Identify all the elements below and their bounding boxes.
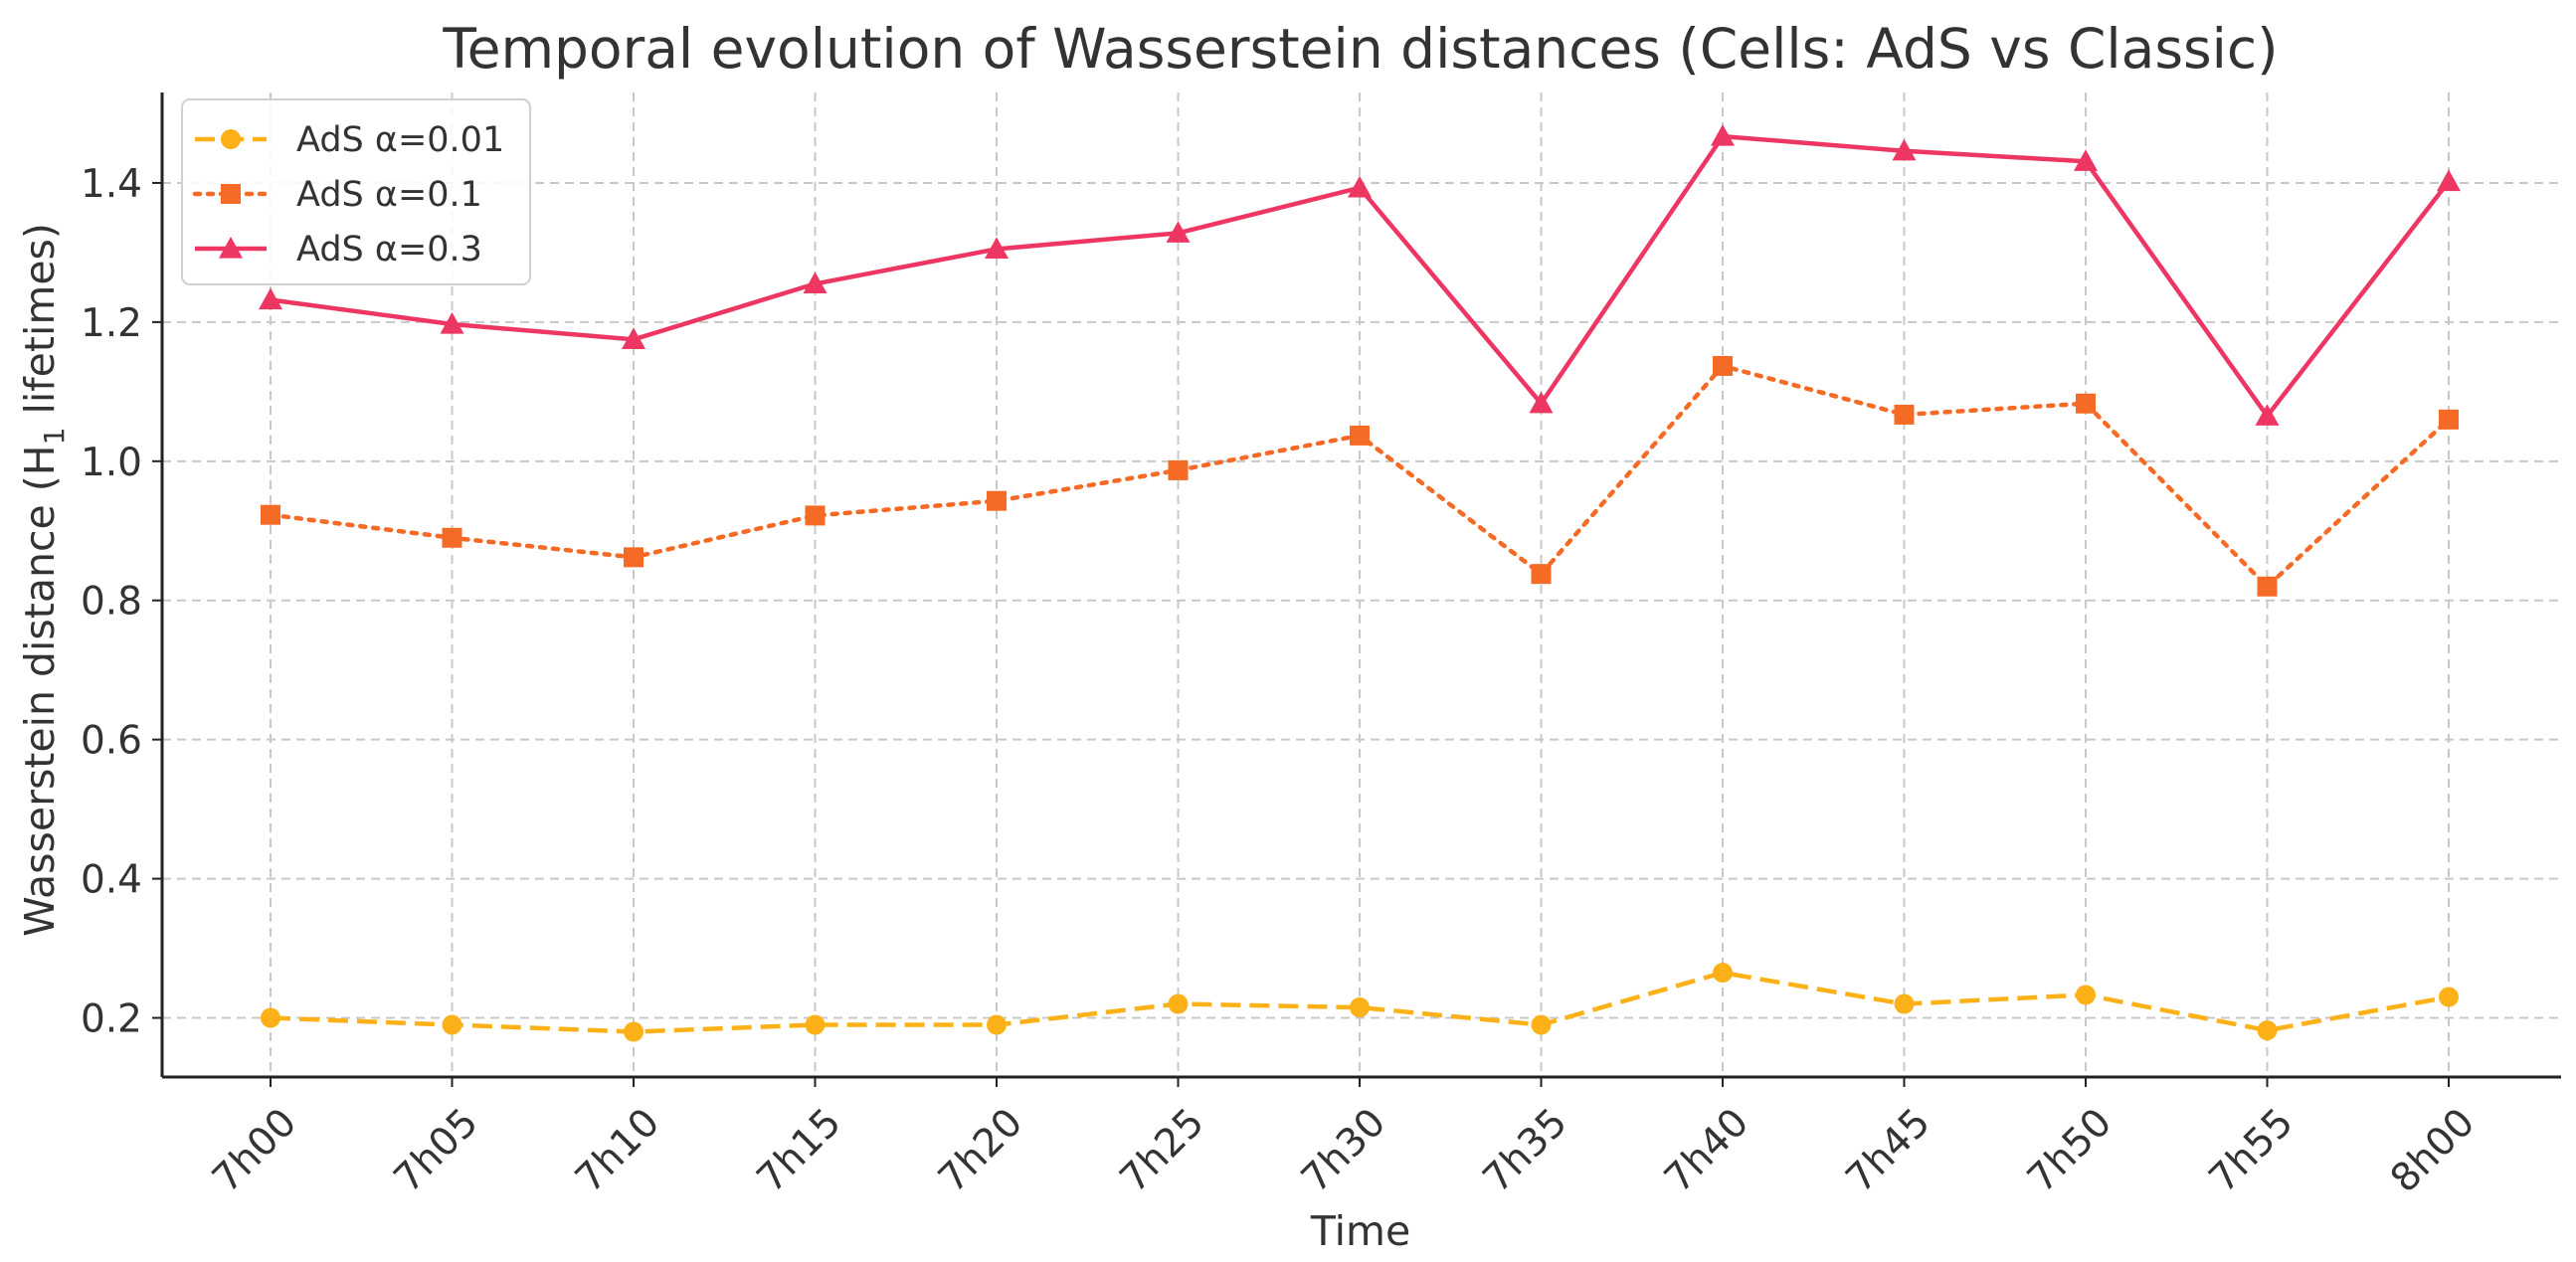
legend-marker	[221, 129, 241, 149]
data-point	[440, 311, 464, 334]
y-tick-label: 0.2	[81, 997, 142, 1042]
data-point	[1529, 391, 1554, 414]
data-point	[1894, 404, 1915, 425]
data-point	[624, 547, 644, 568]
y-tick-label: 0.4	[81, 858, 142, 903]
data-point	[442, 527, 462, 548]
y-axis-label-main: Wasserstein distance (H	[16, 445, 64, 937]
axes	[160, 92, 2561, 1079]
y-axis-ticks: 0.2 0.4 0.6 0.8 1.0 1.2 1.4	[81, 162, 162, 1042]
data-point	[1531, 564, 1552, 585]
data-point	[2257, 1020, 2278, 1041]
data-point	[2439, 409, 2459, 430]
data-point	[2255, 404, 2280, 426]
data-point	[1531, 1014, 1552, 1035]
y-tick-label: 1.0	[81, 441, 142, 485]
y-tick-label: 1.4	[81, 162, 142, 207]
legend-marker	[221, 184, 241, 204]
data-point	[2074, 149, 2098, 171]
data-point	[1892, 138, 1917, 161]
y-axis-label: Wasserstein distance (H1 lifetimes)	[16, 223, 71, 937]
data-point	[259, 287, 282, 310]
data-point	[803, 271, 828, 294]
data-point	[985, 237, 1009, 260]
data-point	[1350, 997, 1370, 1018]
x-axis-label: Time	[1310, 1207, 1410, 1255]
data-point	[1350, 425, 1370, 446]
data-point	[1894, 993, 1915, 1014]
data-point	[1348, 175, 1372, 198]
legend-marker	[219, 237, 243, 259]
data-point	[2437, 169, 2461, 192]
y-tick-label: 1.2	[81, 301, 142, 346]
data-point	[1713, 963, 1733, 984]
legend-label: AdS α=0.1	[296, 175, 482, 215]
data-point	[622, 327, 645, 349]
legend: AdS α=0.01 AdS α=0.1 AdS α=0.3	[181, 98, 531, 285]
data-point	[805, 505, 826, 526]
y-axis-label-suffix: lifetimes)	[16, 223, 64, 427]
data-point	[624, 1021, 644, 1042]
series-3	[259, 124, 2461, 426]
data-point	[261, 1007, 280, 1028]
data-point	[1713, 355, 1733, 376]
data-point	[2076, 985, 2096, 1005]
data-point	[442, 1014, 462, 1035]
legend-item: AdS α=0.3	[195, 230, 482, 270]
chart-title: Temporal evolution of Wasserstein distan…	[442, 17, 2278, 81]
series-2	[261, 355, 2459, 597]
data-point	[261, 504, 280, 525]
data-point	[2257, 576, 2278, 597]
y-tick-label: 0.6	[81, 719, 142, 764]
data-point	[1168, 459, 1189, 480]
data-point	[1166, 221, 1191, 243]
data-point	[1711, 124, 1735, 146]
legend-label: AdS α=0.3	[296, 230, 482, 270]
y-tick-label: 0.8	[81, 580, 142, 625]
data-point	[987, 1014, 1007, 1035]
legend-frame	[181, 98, 531, 285]
data-point	[987, 490, 1007, 511]
y-axis-label-subscript: 1	[38, 428, 71, 446]
data-point	[2439, 987, 2459, 1007]
legend-label: AdS α=0.01	[296, 120, 504, 160]
data-point	[805, 1014, 826, 1035]
legend-item: AdS α=0.01	[195, 120, 504, 160]
series-layer	[259, 124, 2461, 1042]
data-point	[1168, 993, 1189, 1014]
data-point	[2076, 393, 2096, 414]
series-1	[261, 963, 2459, 1042]
legend-item: AdS α=0.1	[192, 175, 482, 215]
